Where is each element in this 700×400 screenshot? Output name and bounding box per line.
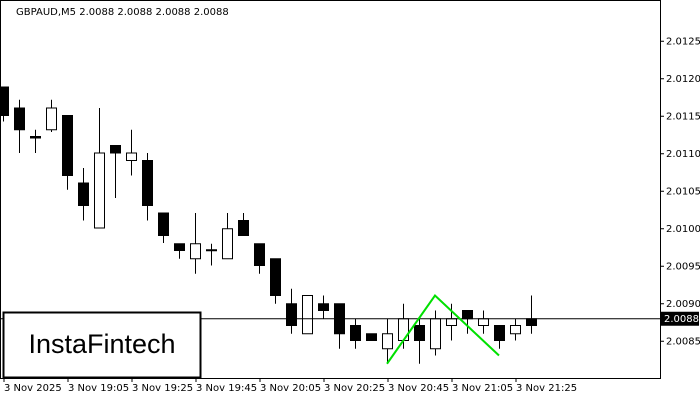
- candle-body: [462, 310, 473, 320]
- candle-body: [286, 303, 297, 326]
- candle-body: [110, 145, 121, 154]
- logo: InstaFintech: [28, 329, 175, 359]
- candle-body: [302, 295, 313, 335]
- y-tick-label: 2.0100: [666, 224, 700, 235]
- x-tick-label: 3 Nov 20:25: [324, 383, 385, 394]
- candle-body: [366, 333, 377, 341]
- last-price-label: 2.0088: [664, 314, 699, 325]
- candle-body: [510, 325, 521, 335]
- candle-body: [46, 107, 57, 131]
- x-tick-label: 3 Nov 2025: [4, 383, 62, 394]
- y-tick-label: 2.0115: [666, 111, 700, 122]
- candle-body: [254, 243, 265, 266]
- y-tick-label: 2.0110: [666, 149, 700, 160]
- candle-body: [430, 318, 441, 350]
- candle-body: [350, 325, 361, 341]
- candle-body: [446, 318, 457, 326]
- x-tick-label: 3 Nov 19:05: [68, 383, 129, 394]
- x-tick-label: 3 Nov 20:45: [388, 383, 449, 394]
- last-price-box: [661, 311, 699, 326]
- candle-body: [414, 325, 425, 341]
- x-tick-label: 3 Nov 19:45: [196, 383, 257, 394]
- candle-body: [78, 182, 89, 206]
- candle-body: [398, 318, 409, 341]
- candle-body: [14, 107, 25, 131]
- candle-body: [0, 86, 9, 116]
- x-tick-label: 3 Nov 19:25: [132, 383, 193, 394]
- candle-body: [318, 303, 329, 311]
- x-tick-label: 3 Nov 21:05: [452, 383, 513, 394]
- candle-body: [478, 318, 489, 326]
- candle-body: [142, 160, 153, 206]
- logo-box: [2, 311, 202, 379]
- y-tick-label: 2.0125: [666, 36, 700, 47]
- y-tick-label: 2.0090: [666, 299, 700, 310]
- chart-title: GBPAUD,M5 2.0088 2.0088 2.0088 2.0088: [16, 7, 229, 18]
- candle-body: [126, 152, 137, 161]
- pattern-line: [386, 293, 500, 365]
- candle-body: [190, 243, 201, 260]
- candle-body: [382, 333, 393, 350]
- y-tick-label: 2.0105: [666, 186, 700, 197]
- y-tick-label: 2.0095: [666, 261, 700, 272]
- candle-body: [222, 228, 233, 260]
- candle-body: [238, 220, 249, 236]
- candle-body: [94, 152, 105, 229]
- y-tick-label: 2.0085: [666, 336, 700, 347]
- candle-body: [206, 249, 217, 252]
- candle-body: [270, 258, 281, 296]
- candle-body: [62, 115, 73, 176]
- x-tick-label: 3 Nov 20:05: [260, 383, 321, 394]
- y-tick-label: 2.0120: [666, 74, 700, 85]
- candle-body: [158, 212, 169, 236]
- candle-body: [30, 136, 41, 139]
- x-tick-label: 3 Nov 21:25: [516, 383, 577, 394]
- candle-body: [526, 318, 537, 326]
- candle-body: [494, 325, 505, 341]
- candle-body: [174, 243, 185, 251]
